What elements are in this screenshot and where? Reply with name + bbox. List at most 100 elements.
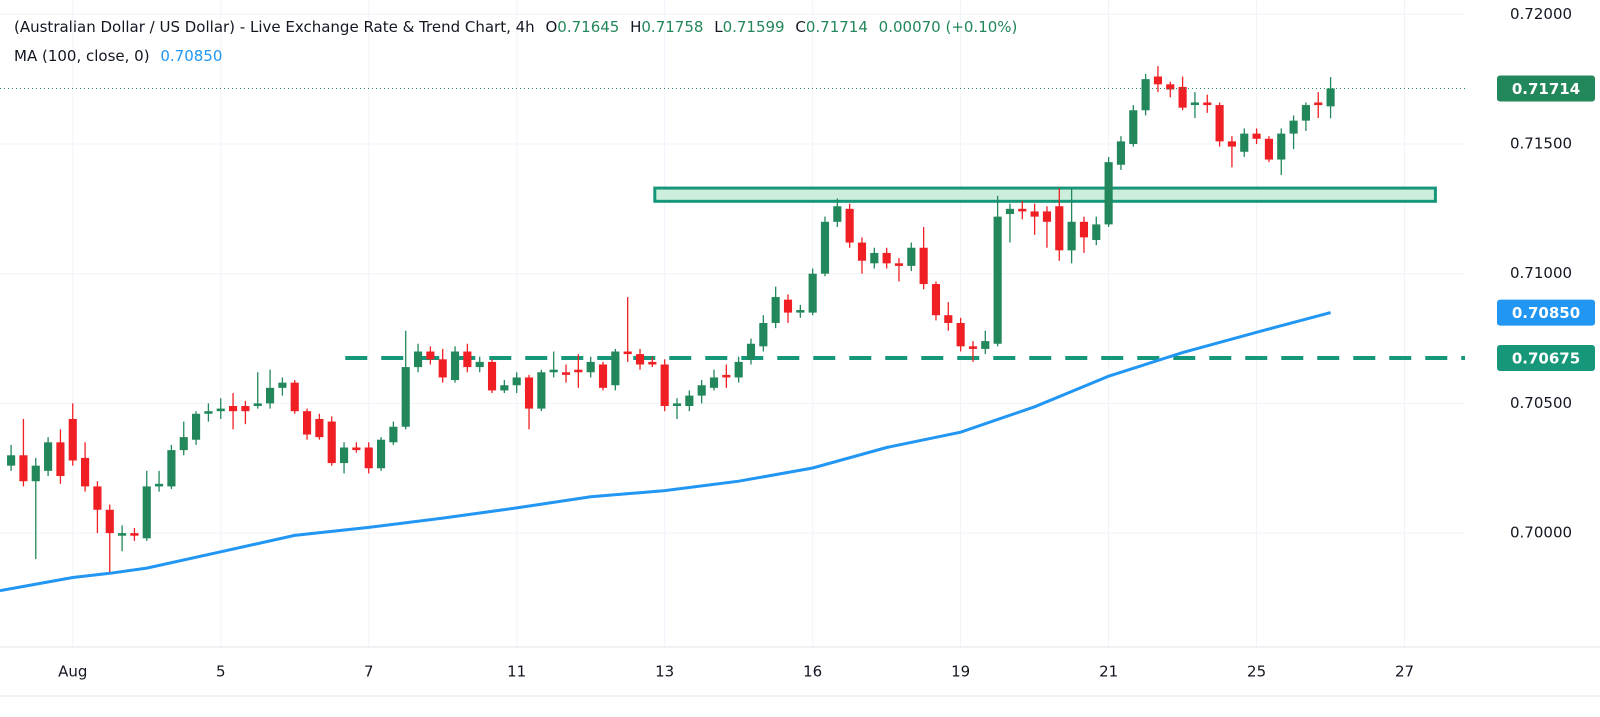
ohlc-value: 0.71758 — [641, 18, 703, 36]
candle-body — [882, 252, 891, 264]
candle-body — [44, 442, 53, 471]
candle-body — [1141, 79, 1150, 111]
y-tick-label: 0.70000 — [1510, 524, 1572, 542]
candle-body — [1277, 133, 1286, 160]
candle-body — [376, 439, 386, 469]
candle-body — [907, 247, 916, 266]
ohlc-value: 0.71714 — [806, 18, 868, 36]
resistance-zone — [653, 186, 1437, 203]
candle-body — [1116, 141, 1126, 165]
candle-body — [1042, 211, 1052, 222]
y-tick-label: 0.71500 — [1510, 134, 1572, 152]
price-tag — [1497, 299, 1595, 326]
candle-body — [155, 483, 164, 487]
y-tick-label: 0.71000 — [1510, 264, 1572, 282]
candle-body — [1301, 105, 1310, 121]
ma-value: 0.70850 — [160, 47, 222, 65]
x-tick-label: 7 — [364, 663, 374, 681]
candle-body — [746, 343, 756, 360]
candle-body — [1190, 102, 1200, 106]
ohlc-label: L — [714, 18, 723, 36]
ohlc-label: H — [630, 18, 641, 36]
candle-body — [192, 413, 201, 440]
ohlc-value: 0.71645 — [557, 18, 619, 36]
candle-body — [438, 359, 447, 378]
x-tick-label: 27 — [1395, 663, 1414, 681]
candle-body — [352, 447, 361, 451]
candle-body — [253, 403, 262, 406]
candle-body — [574, 369, 583, 373]
candle-body — [7, 455, 16, 466]
candle-body — [463, 351, 472, 368]
candle-body — [1240, 133, 1249, 152]
candle-body — [1252, 133, 1261, 139]
candle-body — [389, 426, 398, 443]
ma-name: MA (100, close, 0) — [14, 47, 150, 65]
candle-body — [130, 533, 139, 536]
x-tick-label: 21 — [1099, 663, 1118, 681]
candle-body — [734, 361, 743, 378]
candle-body — [105, 509, 114, 534]
ohlc-value: 0.71599 — [723, 18, 785, 36]
ma-legend: MA (100, close, 0) 0.70850 — [14, 47, 222, 65]
candle-body — [857, 242, 867, 261]
candle-body — [598, 364, 608, 388]
candle-body — [364, 447, 373, 469]
candle-body — [783, 299, 793, 313]
candle-body — [302, 411, 312, 435]
candle-body — [660, 364, 669, 406]
candle-body — [278, 382, 287, 388]
candle-body — [845, 208, 854, 243]
candle-body — [1018, 208, 1027, 212]
candle-body — [56, 442, 65, 477]
candle-body — [1227, 141, 1237, 147]
candle-body — [1203, 102, 1212, 106]
candle-body — [833, 206, 842, 222]
candle-body — [1153, 76, 1163, 85]
candle-body — [1079, 221, 1089, 238]
header: (Australian Dollar / US Dollar) - Live E… — [14, 18, 1017, 36]
price-tag — [1497, 75, 1595, 102]
candle-body — [968, 346, 978, 349]
candle-body — [524, 377, 534, 409]
plot-area — [0, 0, 1465, 647]
candle-body — [327, 421, 336, 464]
candle-body — [1215, 105, 1224, 142]
candle-body — [1264, 138, 1273, 160]
candle-body — [1178, 86, 1187, 108]
candle-body — [1030, 211, 1039, 217]
x-tick-label: 11 — [507, 663, 526, 681]
moving-average-line — [0, 311, 1331, 593]
candle-body — [561, 372, 571, 375]
candle-body — [241, 405, 250, 412]
candle-body — [31, 465, 40, 482]
price-tag-label: 0.70675 — [1512, 350, 1580, 368]
candle-body — [549, 369, 558, 373]
candle-body — [981, 341, 990, 349]
candle-body — [623, 351, 632, 355]
candle-body — [487, 361, 497, 391]
candle-body — [956, 322, 965, 347]
candle-body — [759, 322, 768, 347]
candle-body — [1326, 88, 1335, 107]
candle-body — [1314, 102, 1323, 106]
candle-body — [611, 351, 620, 386]
candle-body — [118, 533, 127, 536]
candle-body — [450, 351, 460, 381]
candle-body — [216, 408, 225, 412]
candle-body — [808, 273, 817, 313]
ohlc-label: C — [795, 18, 805, 36]
candle-body — [722, 374, 731, 378]
candle-body — [315, 418, 324, 438]
candle-body — [944, 315, 953, 323]
y-tick-label: 0.70500 — [1510, 394, 1572, 412]
candle-body — [1289, 120, 1298, 134]
candle-body — [771, 297, 780, 323]
candle-body — [1166, 84, 1175, 90]
candle-body — [796, 310, 805, 313]
candle-body — [426, 351, 435, 360]
candle-body — [204, 411, 213, 414]
candle-body — [870, 252, 879, 264]
price-tag — [1497, 345, 1595, 372]
